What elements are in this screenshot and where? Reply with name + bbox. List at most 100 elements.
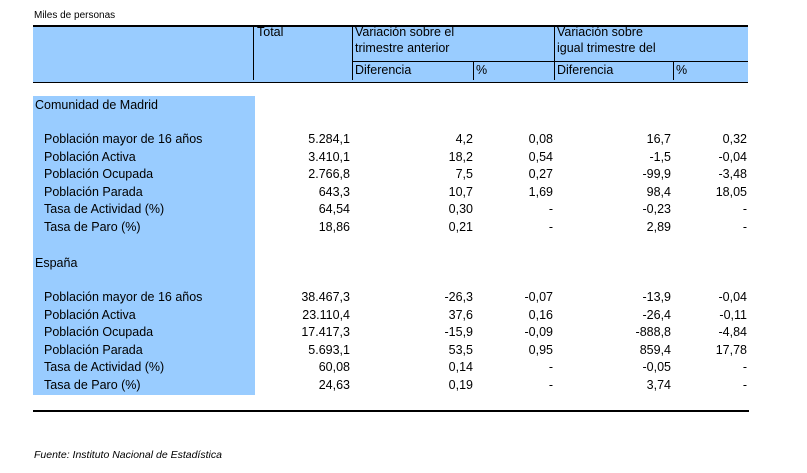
total-value: 64,54 xyxy=(318,202,350,216)
row-label: Población Activa xyxy=(44,149,136,164)
label-column-background xyxy=(33,96,255,395)
total-value: 38.467,3 xyxy=(301,290,350,304)
header-divider xyxy=(352,25,353,80)
pct-prev-value: 1,69 xyxy=(528,184,553,199)
dif-year-value: 2,89 xyxy=(646,219,671,234)
table-row: Tasa de Paro (%) 24,63 0,19 - 3,74 - xyxy=(0,377,807,394)
row-label: Población mayor de 16 años xyxy=(44,290,203,304)
header-divider xyxy=(473,62,474,80)
header-pct-year: % xyxy=(676,63,688,77)
pct-year-value: -3,48 xyxy=(718,167,748,181)
dif-prev-value: 0,14 xyxy=(448,360,473,374)
row-label: Población mayor de 16 años xyxy=(44,132,203,146)
header-var-prev-line1: Variación sobre el xyxy=(355,25,455,39)
dif-year-value: -99,9 xyxy=(642,167,672,181)
total-value: 24,63 xyxy=(318,377,350,392)
pct-prev-value: -0,09 xyxy=(524,325,554,339)
header-divider xyxy=(253,25,254,80)
header-divider xyxy=(554,25,555,80)
row-label: Tasa de Paro (%) xyxy=(44,377,141,392)
table-row: Población Parada 5.693,1 53,5 0,95 859,4 17,7… xyxy=(0,342,807,359)
pct-year-value: -0,04 xyxy=(718,149,748,164)
row-label: Población Ocupada xyxy=(44,167,154,181)
dif-year-value: -1,5 xyxy=(649,149,671,164)
dif-prev-value: 18,2 xyxy=(448,149,473,164)
region-title: Comunidad de Madrid xyxy=(35,98,158,112)
row-label: Población Parada xyxy=(44,184,143,199)
header-var-prev-line2: trimestre anterior xyxy=(355,41,450,55)
dif-year-value: 859,4 xyxy=(639,342,671,357)
pct-year-value: 18,05 xyxy=(715,184,747,199)
total-value: 60,08 xyxy=(318,360,350,374)
pct-year-value: -0,04 xyxy=(718,290,748,304)
header-var-year-line1: Variación sobre xyxy=(557,25,643,39)
row-label: Tasa de Actividad (%) xyxy=(44,202,165,216)
pct-prev-value: 0,27 xyxy=(528,167,553,181)
pct-prev-value: - xyxy=(548,360,553,374)
source-note: Fuente: Instituto Nacional de Estadístic… xyxy=(34,449,222,461)
row-label: Población Ocupada xyxy=(44,325,154,339)
table-row: Población Ocupada 17.417,3 -15,9 -0,09 -888,… xyxy=(0,324,807,341)
row-label: Población Activa xyxy=(44,307,136,322)
pct-prev-value: 0,95 xyxy=(528,342,553,357)
dif-year-value: 98,4 xyxy=(646,184,671,199)
region-title: España xyxy=(35,256,78,270)
dif-prev-value: 37,6 xyxy=(448,307,473,322)
dif-year-value: 3,74 xyxy=(646,377,671,392)
total-value: 2.766,8 xyxy=(308,167,350,181)
dif-prev-value: 0,21 xyxy=(448,219,473,234)
dif-year-value: -0,23 xyxy=(642,202,672,216)
dif-prev-value: 0,30 xyxy=(448,202,473,216)
total-value: 18,86 xyxy=(318,219,350,234)
table-row: Población Activa 23.110,4 37,6 0,16 -26,4 -0,… xyxy=(0,307,807,324)
dif-prev-value: 10,7 xyxy=(448,184,473,199)
dif-prev-value: -26,3 xyxy=(444,290,474,304)
table-bottom-rule xyxy=(33,410,749,412)
pct-prev-value: 0,16 xyxy=(528,307,553,322)
pct-prev-value: - xyxy=(548,219,553,234)
table-header xyxy=(33,25,748,83)
dif-prev-value: 53,5 xyxy=(448,342,473,357)
table-row: Población Activa 3.410,1 18,2 0,54 -1,5 -0,04 xyxy=(0,149,807,166)
pct-prev-value: -0,07 xyxy=(524,290,554,304)
table-row: Tasa de Actividad (%) 60,08 0,14 - -0,05 - xyxy=(0,359,807,376)
total-value: 5.284,1 xyxy=(308,132,350,146)
header-subrule xyxy=(352,61,748,62)
total-value: 643,3 xyxy=(318,184,350,199)
pct-prev-value: - xyxy=(548,202,553,216)
dif-year-value: -888,8 xyxy=(635,325,671,339)
pct-year-value: -0,11 xyxy=(719,307,747,322)
header-total: Total xyxy=(257,25,284,39)
table-row: Población Ocupada 2.766,8 7,5 0,27 -99,9 -3,4… xyxy=(0,166,807,183)
total-value: 3.410,1 xyxy=(308,149,350,164)
table-row: Tasa de Actividad (%) 64,54 0,30 - -0,23 - xyxy=(0,201,807,218)
header-var-year-line2: igual trimestre del xyxy=(557,41,656,55)
pct-prev-value: 0,54 xyxy=(528,149,553,164)
dif-prev-value: -15,9 xyxy=(444,325,474,339)
row-label: Población Parada xyxy=(44,342,143,357)
total-value: 23.110,4 xyxy=(302,307,350,322)
pct-prev-value: - xyxy=(548,377,553,392)
pct-year-value: -4,84 xyxy=(718,325,748,339)
dif-year-value: 16,7 xyxy=(646,132,671,146)
header-pct-prev: % xyxy=(476,63,488,77)
header-divider xyxy=(673,62,674,80)
row-label: Tasa de Paro (%) xyxy=(44,219,141,234)
pct-year-value: - xyxy=(742,377,747,392)
pct-year-value: 0,32 xyxy=(722,132,747,146)
table-row: Población mayor de 16 años 38.467,3 -26,3 -… xyxy=(0,289,807,306)
pct-year-value: 17,78 xyxy=(715,342,747,357)
dif-prev-value: 7,5 xyxy=(455,167,473,181)
row-label: Tasa de Actividad (%) xyxy=(44,360,165,374)
dif-year-value: -13,9 xyxy=(642,290,672,304)
dif-year-value: -26,4 xyxy=(642,307,672,322)
units-note: Miles de personas xyxy=(34,10,116,21)
pct-year-value: - xyxy=(742,360,747,374)
table-row: Tasa de Paro (%) 18,86 0,21 - 2,89 - xyxy=(0,219,807,236)
pct-year-value: - xyxy=(742,202,747,216)
dif-prev-value: 4,2 xyxy=(455,132,473,146)
pct-prev-value: 0,08 xyxy=(528,132,553,146)
table-row: Población Parada 643,3 10,7 1,69 98,4 18,05 xyxy=(0,184,807,201)
total-value: 17.417,3 xyxy=(301,325,350,339)
dif-year-value: -0,05 xyxy=(642,360,672,374)
